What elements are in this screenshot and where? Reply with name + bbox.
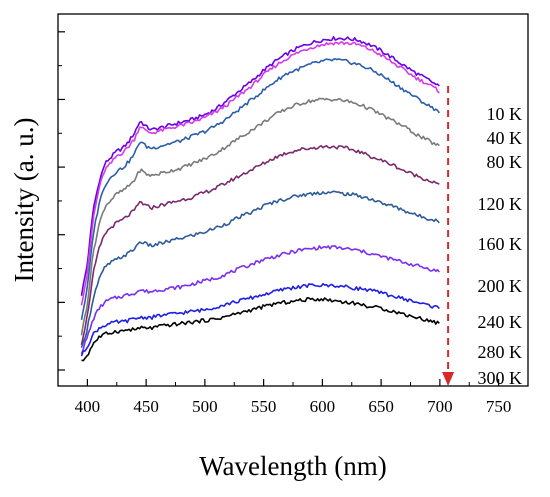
series-label: 120 K xyxy=(478,194,523,214)
series-line xyxy=(80,245,440,355)
x-tick-label: 700 xyxy=(427,397,453,416)
series-label: 40 K xyxy=(487,128,523,148)
y-axis-ticks xyxy=(58,31,65,371)
x-tick-label: 450 xyxy=(133,397,159,416)
x-axis-ticks: 400 450 500 550 600 650 700 750 xyxy=(75,379,512,416)
series-line xyxy=(80,36,440,296)
series-line xyxy=(80,282,440,357)
series-line xyxy=(80,58,440,320)
x-tick-label: 600 xyxy=(310,397,336,416)
x-tick-label: 550 xyxy=(251,397,277,416)
x-tick-label: 400 xyxy=(75,397,101,416)
y-axis-title: Intensity (a. u.) xyxy=(9,118,39,283)
x-axis-title: Wavelength (nm) xyxy=(199,451,387,481)
series-label: 80 K xyxy=(487,152,523,172)
series-line xyxy=(81,297,440,362)
series-label: 160 K xyxy=(478,234,523,254)
series-label: 10 K xyxy=(487,104,523,124)
x-tick-label: 500 xyxy=(192,397,218,416)
series-line xyxy=(80,97,440,336)
arrow-head xyxy=(442,372,455,386)
series-label: 300 K xyxy=(478,368,523,388)
series-line xyxy=(80,144,440,346)
series-line xyxy=(80,41,440,306)
series-label: 240 K xyxy=(478,312,523,332)
series-label: 200 K xyxy=(478,276,523,296)
series-label: 280 K xyxy=(478,342,523,362)
temperature-arrow xyxy=(442,86,455,386)
series-layer xyxy=(80,36,440,362)
series-line xyxy=(80,190,440,348)
x-tick-label: 650 xyxy=(368,397,394,416)
x-tick-label: 750 xyxy=(486,397,512,416)
series-labels: 10 K 40 K 80 K 120 K 160 K 200 K 240 K 280 K 300… xyxy=(478,104,523,388)
